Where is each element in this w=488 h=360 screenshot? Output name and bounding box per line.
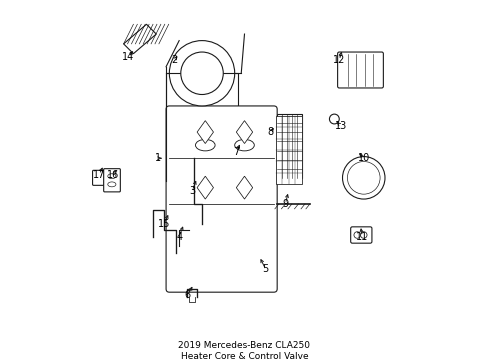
Polygon shape — [236, 176, 252, 199]
Ellipse shape — [107, 182, 116, 187]
Text: 7: 7 — [233, 147, 239, 157]
Text: 9: 9 — [282, 199, 288, 209]
Text: 16: 16 — [107, 170, 119, 180]
Text: 8: 8 — [267, 127, 273, 137]
Bar — [277, 114, 301, 178]
FancyBboxPatch shape — [166, 73, 238, 181]
Circle shape — [169, 41, 234, 106]
Text: 3: 3 — [189, 186, 195, 196]
Circle shape — [346, 162, 379, 194]
Polygon shape — [197, 176, 213, 199]
Circle shape — [342, 157, 384, 199]
Text: 2019 Mercedes-Benz CLA250
Heater Core & Control Valve: 2019 Mercedes-Benz CLA250 Heater Core & … — [178, 341, 310, 360]
Polygon shape — [123, 24, 156, 54]
Text: 14: 14 — [122, 52, 134, 62]
FancyBboxPatch shape — [103, 169, 120, 192]
Text: 12: 12 — [332, 55, 345, 65]
FancyBboxPatch shape — [350, 227, 371, 243]
Ellipse shape — [234, 139, 254, 151]
FancyBboxPatch shape — [92, 170, 104, 185]
Circle shape — [353, 232, 360, 238]
Text: 6: 6 — [184, 291, 190, 301]
Text: 11: 11 — [355, 231, 367, 242]
FancyBboxPatch shape — [166, 106, 277, 292]
Circle shape — [351, 166, 374, 189]
Text: 5: 5 — [262, 264, 268, 274]
Text: 10: 10 — [357, 153, 369, 163]
Ellipse shape — [107, 174, 116, 179]
Text: 1: 1 — [155, 153, 161, 163]
Text: 13: 13 — [334, 121, 346, 131]
FancyBboxPatch shape — [337, 52, 383, 88]
Bar — [275, 116, 301, 184]
Text: 2: 2 — [171, 55, 177, 65]
Circle shape — [181, 52, 223, 95]
Ellipse shape — [195, 139, 215, 151]
Circle shape — [360, 232, 366, 238]
Polygon shape — [197, 121, 213, 144]
Text: 4: 4 — [176, 231, 182, 242]
Circle shape — [329, 114, 339, 124]
Text: 17: 17 — [93, 170, 105, 180]
Text: 15: 15 — [158, 219, 170, 229]
Polygon shape — [236, 121, 252, 144]
